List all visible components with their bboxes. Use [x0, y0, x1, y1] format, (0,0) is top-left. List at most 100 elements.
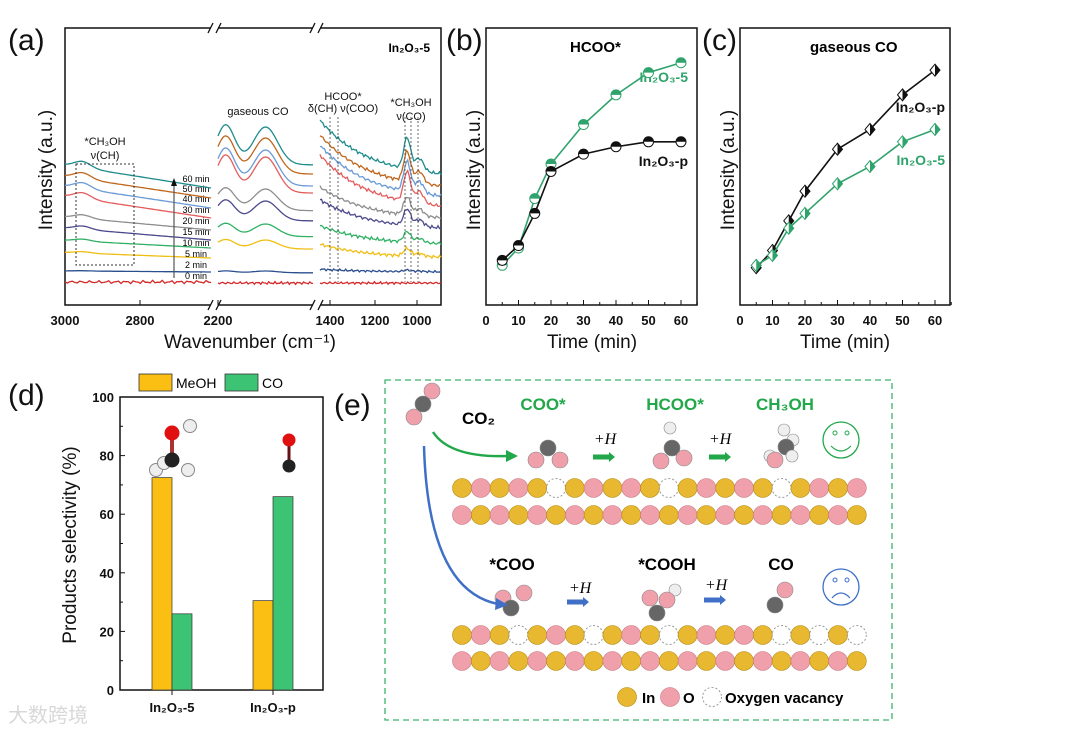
c-axes-frame	[739, 27, 951, 306]
a-spectrum-2-min	[65, 268, 442, 274]
c-point-fill	[870, 123, 875, 136]
indium-atom	[489, 478, 510, 498]
carbon-atom	[766, 596, 784, 614]
b-point-fill	[578, 149, 589, 155]
c-xtick-label: 0	[736, 313, 743, 328]
c-xtick-label: 50	[895, 313, 909, 328]
c-point-fill	[837, 143, 843, 156]
a-axis-break-mark	[309, 299, 316, 311]
oxygen-atom	[602, 651, 623, 671]
indium-atom	[846, 505, 867, 525]
b-point-fill	[513, 240, 524, 246]
indium-atom	[583, 505, 604, 525]
a-xtick-label: 1200	[361, 313, 390, 328]
a-axes-frame	[64, 27, 442, 306]
oxygen-atom	[452, 651, 472, 671]
co-molecule-icon	[282, 433, 296, 473]
b-point-fill	[676, 136, 686, 142]
indium-atom	[752, 478, 773, 498]
step-h-3: +H	[569, 580, 593, 597]
oxygen-vacancy	[583, 625, 604, 645]
a-ann-gaseous-co: gaseous CO	[227, 106, 289, 118]
b-xtick-label: 0	[482, 313, 489, 328]
a-spectrum-segment	[64, 279, 212, 285]
c-point-fill	[870, 160, 875, 173]
sad-face-icon	[822, 568, 860, 606]
label-ch3oh: CH₃OH	[756, 395, 814, 414]
oxygen-atom	[766, 451, 784, 469]
a-spectrum-segment	[65, 270, 211, 273]
oxygen-atom	[405, 408, 423, 426]
indium-atom	[677, 625, 698, 645]
legend-indium-atom	[617, 687, 637, 707]
b-point-fill	[546, 159, 556, 165]
indium-atom	[564, 625, 585, 645]
c-point-fill	[902, 135, 908, 148]
face-eye	[844, 430, 850, 436]
indium-atom	[790, 478, 811, 498]
indium-atom	[734, 651, 754, 671]
oxygen-atom	[564, 651, 585, 671]
a-axis-break-mark	[317, 22, 324, 34]
a-xtick-label: 2200	[204, 313, 233, 328]
indium-atom	[546, 505, 566, 525]
a-spectrum-segment	[319, 185, 442, 220]
c-xtick-label: 60	[928, 313, 942, 328]
a-spectrum-50-min	[64, 135, 442, 199]
d-ytick-label: 80	[100, 449, 114, 464]
c-point-fill	[772, 249, 778, 262]
hydrogen-atom	[183, 419, 197, 433]
a-spectrum-segment	[217, 135, 313, 175]
b-xtick-label: 10	[511, 313, 525, 328]
b-axes-frame	[485, 27, 698, 306]
indium-atom	[715, 478, 736, 498]
a-title: In₂O₃-5	[388, 41, 430, 55]
indium-atom	[508, 651, 529, 671]
a-spectrum-segment	[217, 124, 313, 166]
carbon-atom	[502, 599, 520, 617]
a-spectrum-40-min	[64, 145, 442, 209]
oxygen-atom	[602, 505, 623, 525]
top-path-arrow	[431, 431, 509, 458]
a-ann-hcoo: HCOO*	[324, 91, 362, 103]
indium-atom	[489, 625, 510, 645]
a-xtick-label: 1000	[403, 313, 432, 328]
a-spectrum-segment	[64, 181, 212, 209]
oxygen-atom	[489, 651, 510, 671]
oxygen-vacancy	[809, 625, 830, 645]
panel-label-e: (e)	[334, 389, 371, 422]
oxygen-atom	[696, 625, 717, 645]
a-ann-ch3oh-co: *CH₃OH	[390, 97, 431, 109]
happy-face-icon	[822, 421, 860, 459]
oxygen-atom	[640, 505, 660, 525]
a-spectrum-segment	[319, 154, 442, 208]
carbon-atom	[539, 439, 557, 457]
oxygen-atom	[423, 382, 441, 400]
b-point-fill	[643, 136, 654, 142]
c-legend-in2o3-p: In₂O₃-p	[896, 99, 945, 115]
c-title: gaseous CO	[810, 39, 898, 56]
label-co: CO	[768, 555, 794, 574]
legend-oxygen-atom	[660, 687, 680, 707]
a-spectrum-segment	[64, 214, 212, 231]
label-cooh: *COOH	[638, 555, 696, 574]
oxygen-atom	[846, 478, 867, 498]
panel-label-a: (a)	[8, 24, 45, 57]
panel-label-c: (c)	[702, 24, 737, 57]
c-xtick-label: 40	[863, 313, 877, 328]
a-ann-ch3oh: *CH₃OH	[84, 136, 125, 148]
a-spectrum-segment	[319, 119, 442, 176]
watermark: 大数跨境	[8, 704, 88, 727]
top-path-arrow-head	[506, 450, 518, 462]
b-xtick-label: 60	[674, 313, 688, 328]
a-spectrum-segment	[217, 270, 313, 274]
indium-atom	[470, 505, 491, 525]
d-ytick-label: 60	[100, 507, 114, 522]
c-point-fill	[788, 222, 794, 235]
c-point-fill	[902, 88, 908, 101]
hydrogen-atom	[663, 421, 677, 435]
legend-vacancy: Oxygen vacancy	[725, 690, 844, 707]
d-bar-meoh	[252, 600, 274, 691]
step-h-4: +H	[705, 577, 729, 594]
c-point-fill	[805, 207, 810, 220]
